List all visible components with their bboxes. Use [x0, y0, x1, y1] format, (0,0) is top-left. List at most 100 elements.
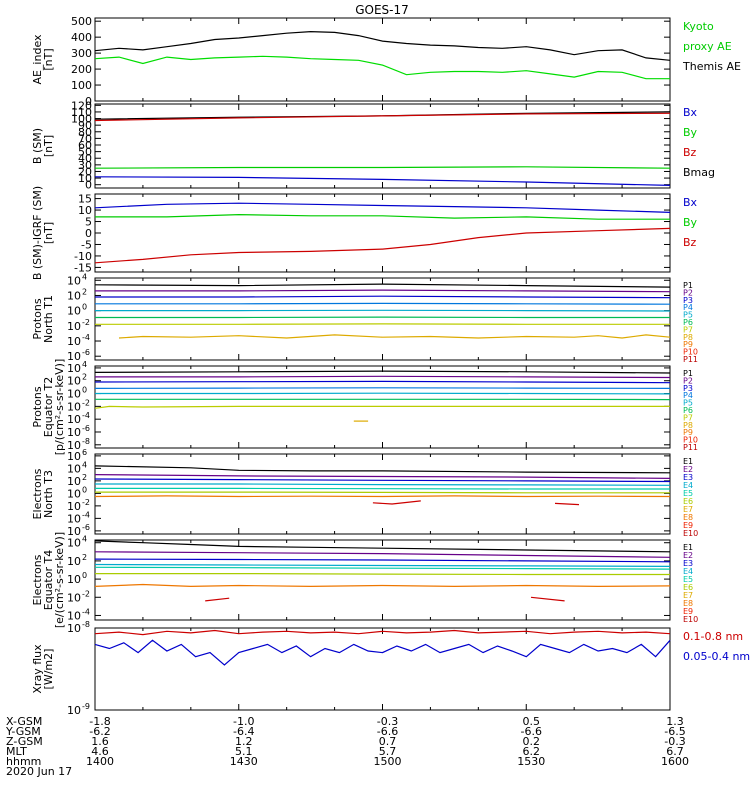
- legend-label: P3: [683, 384, 693, 393]
- x-row-label: Z-GSM: [6, 735, 43, 748]
- series-line: [530, 596, 565, 602]
- x-row-value: 1400: [86, 755, 114, 768]
- y-tick-exponent: -8: [82, 620, 90, 629]
- y-tick-label: 15: [78, 193, 92, 206]
- series-line: [94, 474, 671, 479]
- y-tick-exponent: 4: [82, 360, 87, 369]
- legend-label: P4: [683, 303, 693, 312]
- y-tick-exponent: -6: [82, 523, 90, 532]
- y-tick-exponent: -2: [82, 398, 90, 407]
- series-line: [94, 540, 671, 553]
- x-row-label: Y-GSM: [5, 725, 41, 738]
- series-line: [94, 583, 671, 588]
- series-line: [95, 491, 670, 494]
- series-line: [94, 55, 670, 80]
- y-tick-exponent: 2: [82, 473, 87, 482]
- y-axis-label: [nT]: [42, 222, 55, 244]
- y-tick-label: 60: [78, 139, 92, 152]
- y-tick-exponent: 4: [82, 535, 87, 544]
- x-row-value: 0.2: [523, 735, 541, 748]
- x-row-value: 5.7: [379, 745, 397, 758]
- legend-label: By: [683, 126, 698, 139]
- x-row-value: 1500: [374, 755, 402, 768]
- y-tick-label: 40: [78, 152, 92, 165]
- y-tick-label: 50: [78, 146, 92, 159]
- series-line: [94, 283, 671, 288]
- legend-label: E8: [683, 599, 693, 608]
- y-tick-exponent: -4: [82, 607, 90, 616]
- series-line: [94, 629, 671, 636]
- panel-frame: [94, 453, 671, 535]
- y-tick-label: 500: [71, 15, 92, 28]
- series-line: [95, 213, 670, 220]
- y-tick-label: 10: [67, 450, 81, 463]
- y-tick-label: -5: [81, 238, 92, 251]
- legend-label: P9: [683, 340, 693, 349]
- y-tick-label: 10: [67, 375, 81, 388]
- x-row-value: 0.7: [379, 735, 397, 748]
- series-line: [95, 483, 671, 486]
- y-tick-label: 120: [71, 99, 92, 112]
- legend-label: Bz: [683, 236, 697, 249]
- series-line: [95, 375, 671, 379]
- x-row-value: 4.6: [91, 745, 109, 758]
- series-line: [94, 166, 671, 169]
- legend-label: E9: [683, 607, 693, 616]
- y-tick-exponent: -8: [82, 437, 90, 446]
- legend-label: P9: [683, 428, 693, 437]
- legend-label: Bz: [683, 146, 697, 159]
- x-row-value: 1430: [230, 755, 258, 768]
- y-tick-label: 400: [71, 31, 92, 44]
- x-row-value: 6.7: [666, 745, 684, 758]
- legend-label: E9: [683, 521, 693, 530]
- y-tick-label: 10: [67, 388, 81, 401]
- legend-label: Bx: [683, 196, 698, 209]
- y-tick-label: 10: [67, 462, 81, 475]
- legend-label: E1: [683, 543, 693, 552]
- y-tick-exponent: -4: [82, 411, 90, 420]
- series-line: [94, 465, 671, 474]
- panel-frame: [94, 103, 671, 189]
- series-line: [94, 176, 671, 186]
- series-line: [94, 30, 671, 61]
- series-line: [372, 500, 421, 505]
- x-axis-labels: X-GSM -1.8 -1.0 -0.3 0.5 1.3 Y-GSM -6.2 -6.4 -6.6…: [5, 715, 689, 778]
- y-axis-label: Xray flux: [31, 644, 44, 694]
- series-line: [95, 487, 670, 490]
- y-tick-exponent: -6: [82, 348, 90, 357]
- series-line: [94, 495, 671, 498]
- legend-label: P2: [683, 376, 693, 385]
- legend-label: E5: [683, 489, 693, 498]
- y-tick-label: 10: [67, 413, 81, 426]
- x-row-value: 0.5: [523, 715, 541, 728]
- legend-label: E7: [683, 591, 693, 600]
- y-tick-label: 20: [78, 165, 92, 178]
- y-tick-label: 10: [67, 525, 81, 538]
- x-row-value: 1.2: [235, 735, 253, 748]
- x-row-value: -6.6: [521, 725, 542, 738]
- series-line: [94, 387, 671, 389]
- legend-label: P11: [683, 443, 698, 452]
- series-line: [94, 380, 671, 384]
- y-tick-label: 10: [67, 622, 81, 635]
- series-line: [94, 566, 671, 570]
- panel-frame: [94, 17, 671, 102]
- y-axis-label: Protons: [31, 386, 44, 427]
- legend-label: E10: [683, 529, 698, 538]
- y-tick-label: 10: [67, 704, 81, 717]
- legend-label: P10: [683, 436, 698, 445]
- x-row-value: -6.4: [233, 725, 254, 738]
- y-tick-label: 10: [67, 475, 81, 488]
- x-row-value: 5.1: [235, 745, 253, 758]
- y-tick-label: 200: [71, 63, 92, 76]
- y-axis-label: Equator T4: [42, 550, 55, 610]
- series-line: [94, 558, 671, 563]
- y-axis-label: Protons: [31, 298, 44, 339]
- legend-label: P11: [683, 355, 698, 364]
- y-tick-label: 10: [67, 500, 81, 513]
